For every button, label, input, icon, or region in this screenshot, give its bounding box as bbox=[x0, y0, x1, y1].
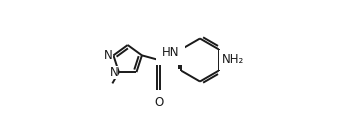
Text: HN: HN bbox=[162, 46, 180, 59]
Text: NH₂: NH₂ bbox=[222, 54, 244, 66]
Text: N: N bbox=[109, 66, 118, 79]
Text: O: O bbox=[154, 96, 164, 109]
Text: N: N bbox=[104, 49, 113, 62]
